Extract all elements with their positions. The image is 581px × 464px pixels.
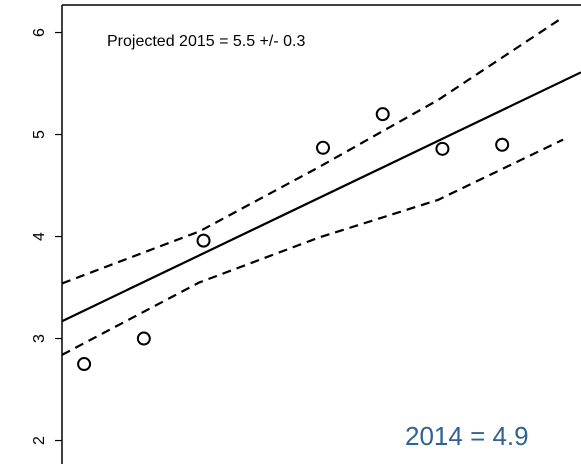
y-tick-label: 4 — [31, 232, 48, 241]
y-tick-label: 6 — [31, 28, 48, 37]
annotation: 2014 = 4.9 — [405, 421, 529, 451]
y-tick-label: 2 — [31, 436, 48, 445]
y-tick-label: 5 — [31, 130, 48, 139]
y-tick-label: 3 — [31, 334, 48, 343]
confidence-band — [61, 138, 564, 356]
data-point — [315, 140, 330, 155]
data-point — [375, 107, 390, 122]
confidence-band — [61, 16, 564, 285]
data-point — [136, 331, 151, 346]
data-point — [435, 141, 450, 156]
data-point — [77, 357, 92, 372]
fit-line — [61, 71, 581, 323]
annotation: Projected 2015 = 5.5 +/- 0.3 — [107, 33, 305, 50]
data-point — [196, 233, 211, 248]
data-point — [495, 137, 510, 152]
